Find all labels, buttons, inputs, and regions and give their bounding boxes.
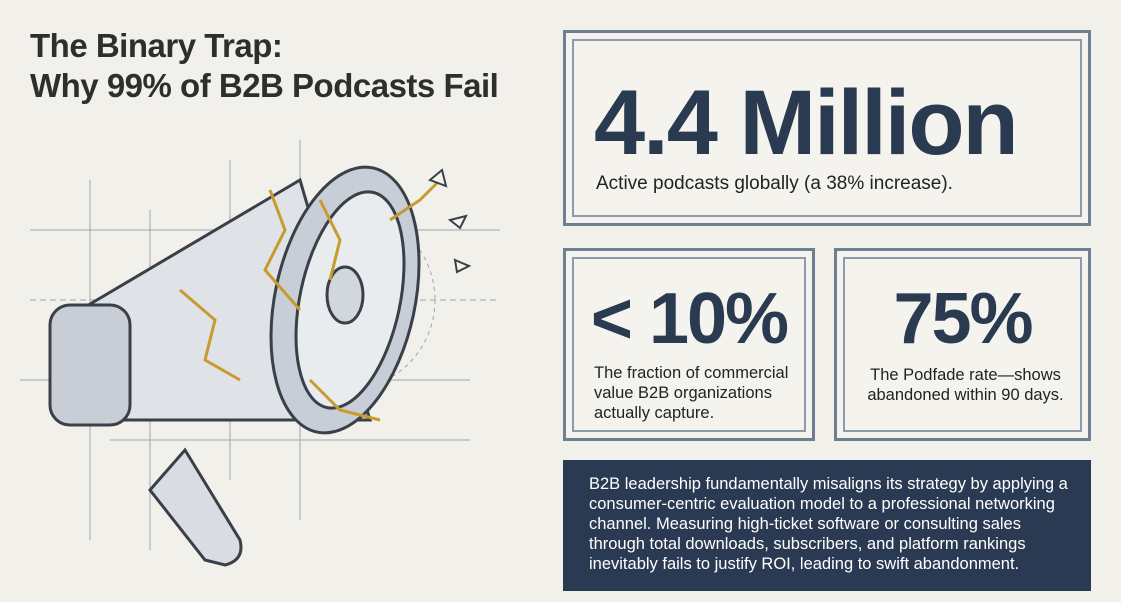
stat-caption: The Podfade rate—shows abandoned within … xyxy=(867,366,1064,404)
driver xyxy=(325,265,365,325)
stat-card: 75% The Podfade rate—shows abandoned wit… xyxy=(834,248,1091,441)
stat-card: 4.4 Million Active podcasts globally (a … xyxy=(563,30,1091,226)
cracks xyxy=(179,178,442,422)
megaphone xyxy=(48,165,421,567)
handle xyxy=(148,447,243,567)
stat-value: 75% xyxy=(893,279,1033,359)
stat-value: 4.4 Million xyxy=(594,72,1019,174)
summary-box: B2B leadership fundamentally misaligns i… xyxy=(563,460,1091,591)
megaphone-illustration xyxy=(20,140,500,567)
stat-card: < 10% The fraction of commercial value B… xyxy=(563,248,815,441)
stat-caption: The fraction of commercial value B2B org… xyxy=(594,364,789,422)
shards xyxy=(428,168,472,274)
back-ring xyxy=(48,303,132,427)
title: The Binary Trap: Why 99% of B2B Podcasts… xyxy=(30,26,499,106)
title-line: The Binary Trap: xyxy=(30,27,283,64)
title-line: Why 99% of B2B Podcasts Fail xyxy=(30,67,499,104)
stat-value: < 10% xyxy=(590,279,789,359)
stat-caption: Active podcasts globally (a 38% increase… xyxy=(596,173,953,194)
